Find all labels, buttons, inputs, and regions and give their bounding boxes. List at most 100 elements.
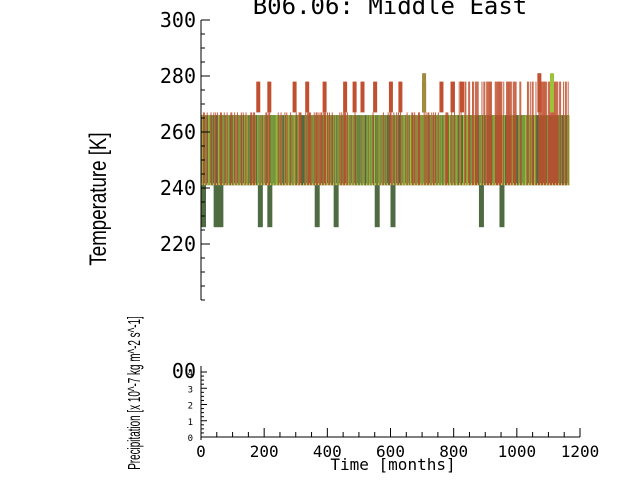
bar [328,112,330,186]
x-tick-label: 400 [313,442,342,461]
bar [208,115,210,186]
bar [512,81,514,186]
bar [286,112,288,186]
bar [324,112,326,186]
temperature-axis-label: Temperature [K] [85,132,112,265]
bar [463,115,465,186]
precipitation-ticks: 0 1 2 3 4 [188,369,207,444]
bar [309,112,311,186]
bar [478,185,484,228]
bar [293,115,295,186]
bar [218,115,220,186]
y-tick-label: 2 [188,402,193,412]
bar [255,115,257,186]
bar [537,73,542,113]
bar [542,81,544,186]
bar [305,112,307,186]
bar [345,112,347,186]
y-tick-label: 240 [160,176,196,200]
bar [363,115,365,186]
bar [509,81,511,186]
bar [236,115,238,186]
bar [494,81,496,186]
bar [305,81,310,113]
bar [559,81,561,186]
bar [435,112,437,186]
bar [412,112,414,186]
bar [425,112,427,186]
bar [313,112,315,186]
bar [242,112,244,186]
bar [532,81,534,186]
bar [420,115,422,186]
bar [550,81,552,186]
bar [568,115,570,186]
bar [363,115,365,186]
bar [444,115,446,186]
bar [538,81,540,186]
bar [231,112,233,186]
bar [213,185,219,228]
bar [422,73,427,113]
bar [284,112,286,186]
bar [384,115,386,186]
bar [202,112,204,186]
bar [291,115,293,186]
bar [210,112,212,186]
bar [398,112,400,186]
bar [318,112,320,186]
bar [543,81,545,186]
bar [471,81,473,186]
bar [229,115,231,186]
bar [459,81,464,113]
bar [335,115,337,186]
bar [514,81,516,186]
bar [223,112,225,186]
bar [403,115,405,186]
bar [321,112,323,186]
bar [441,115,443,186]
bar [397,115,399,186]
bar [267,81,272,113]
bar [433,112,435,186]
bar [310,115,312,186]
bar [529,81,531,186]
bar [247,115,249,186]
bar [263,115,265,186]
bar [490,81,492,186]
bar [256,115,258,186]
bar [268,112,270,186]
bar [547,81,549,186]
bar [431,112,433,186]
bar [299,112,301,186]
bar [527,81,529,186]
bar [391,115,393,186]
bar [472,81,474,186]
bar [325,112,327,186]
bar [230,112,232,186]
bar [407,115,409,186]
bar [345,115,347,186]
bar [329,115,331,186]
bar [308,112,310,186]
bar [372,112,374,186]
bar [449,115,451,186]
bar [295,112,297,186]
bar [556,81,558,186]
bar [554,81,556,186]
bar [205,115,207,186]
bar [261,115,263,186]
bar [543,81,545,186]
bar [322,81,327,113]
bar [438,115,440,186]
x-axis-label: Time [months] [330,455,455,474]
bar [553,81,555,186]
bar [474,81,476,186]
bar [460,81,462,186]
bar [459,115,461,186]
bar [278,115,280,186]
bar [252,115,254,186]
bar [427,112,429,186]
bar [489,81,491,186]
bar [555,81,557,186]
